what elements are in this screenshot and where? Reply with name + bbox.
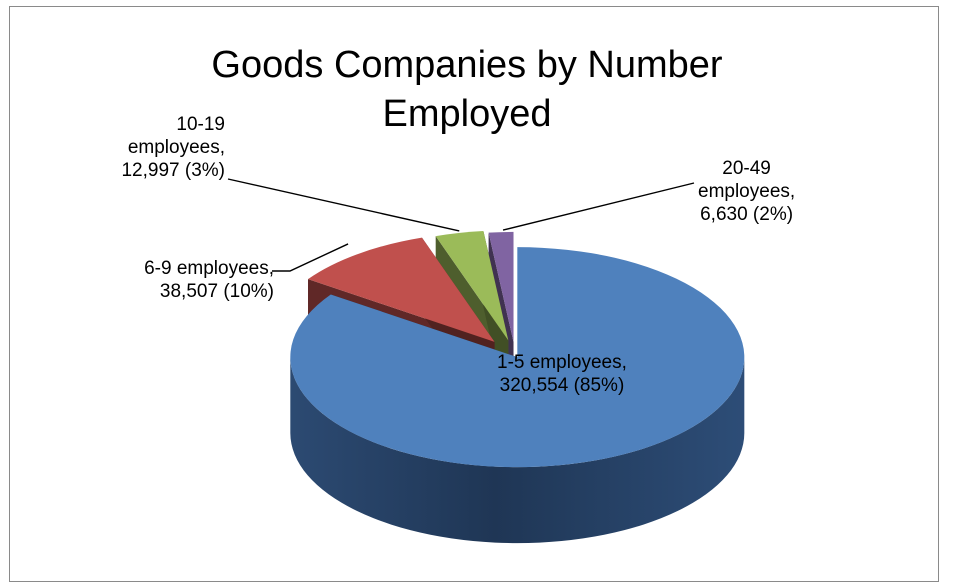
chart-title-line-2: Employed	[382, 93, 552, 135]
pie-slice-6-9-employees-top	[308, 237, 495, 342]
data-label-1-5-employees-value: 320,554 (85%)	[499, 375, 625, 396]
data-label-10-19-employees-range: 10-19	[176, 114, 225, 135]
pie-chart	[227, 178, 745, 544]
data-label-20-49-employees-unit: employees,	[698, 181, 796, 202]
data-label-10-19-employees-value: 12,997 (3%)	[121, 160, 225, 181]
data-label-20-49-employees-value: 6,630 (2%)	[700, 204, 794, 225]
pie-slice-1-5-employees-side	[290, 357, 745, 544]
chart-title-line-1: Goods Companies by Number	[211, 44, 723, 86]
data-label-10-19-employees-unit: employees,	[127, 137, 225, 158]
data-label-1-5-employees: 1-5 employees, 320,554 (85%)	[497, 351, 627, 397]
chart-title: Goods Companies by Number Employed	[3, 41, 931, 139]
leader-line-20-49-employees	[502, 182, 695, 231]
data-label-20-49-employees: 20-49 employees, 6,630 (2%)	[698, 157, 795, 226]
pie-slice-1-5-employees-top	[290, 247, 745, 468]
data-label-6-9-employees: 6-9 employees, 38,507 (10%)	[144, 257, 274, 303]
leader-lines	[227, 178, 695, 272]
data-label-1-5-employees-category: 1-5 employees,	[497, 352, 627, 373]
chart-frame: Goods Companies by Number Employed 1-5 e…	[9, 6, 939, 582]
data-label-10-19-employees: 10-19 employees, 12,997 (3%)	[121, 113, 225, 182]
pie-slice-20-49-employees-top	[488, 231, 514, 342]
data-label-20-49-employees-range: 20-49	[722, 158, 771, 179]
pie-slice-10-19-employees-top	[435, 230, 509, 341]
data-label-6-9-employees-category: 6-9 employees,	[144, 258, 274, 279]
data-label-6-9-employees-value: 38,507 (10%)	[159, 281, 274, 302]
leader-line-10-19-employees	[227, 178, 460, 232]
leader-line-6-9-employees	[272, 243, 349, 272]
pie-slice-1-5-employees	[290, 247, 745, 544]
